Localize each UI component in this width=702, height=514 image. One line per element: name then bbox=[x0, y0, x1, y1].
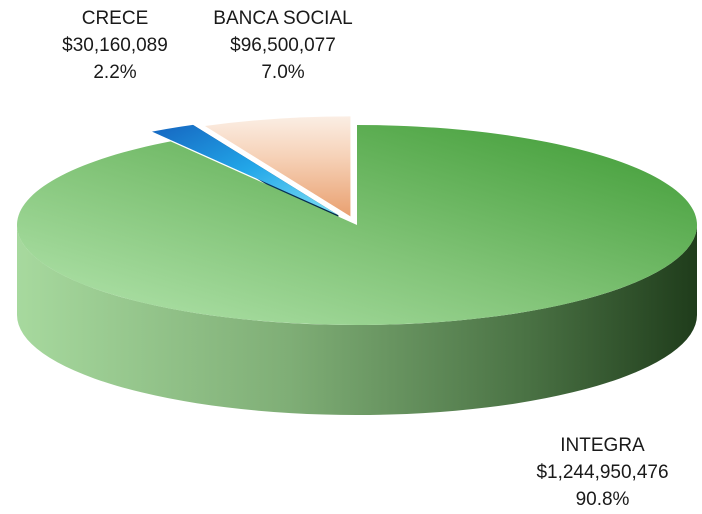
slice-crece bbox=[152, 124, 339, 216]
slice-label-banca-social-percent: 7.0% bbox=[261, 62, 305, 83]
slice-label-crece-value: $30,160,089 bbox=[62, 35, 168, 56]
slice-banca-social bbox=[204, 116, 351, 217]
slice-label-crece-name: CRECE bbox=[81, 8, 149, 29]
slice-label-crece-percent: 2.2% bbox=[93, 62, 137, 83]
slice-label-integra-value: $1,244,950,476 bbox=[536, 462, 669, 483]
slice-label-banca-social-value: $96,500,077 bbox=[230, 35, 336, 56]
slice-label-crece: CRECE $30,160,089 2.2% bbox=[50, 5, 180, 86]
slice-label-banca-social: BANCA SOCIAL $96,500,077 7.0% bbox=[198, 5, 368, 86]
slice-label-integra-percent: 90.8% bbox=[575, 489, 630, 510]
slice-label-integra: INTEGRA $1,244,950,476 90.8% bbox=[515, 432, 690, 513]
slice-integra bbox=[16, 125, 697, 325]
slice-side-integra bbox=[17, 225, 697, 415]
slice-label-banca-social-name: BANCA SOCIAL bbox=[213, 8, 353, 29]
slice-label-integra-name: INTEGRA bbox=[560, 435, 645, 456]
